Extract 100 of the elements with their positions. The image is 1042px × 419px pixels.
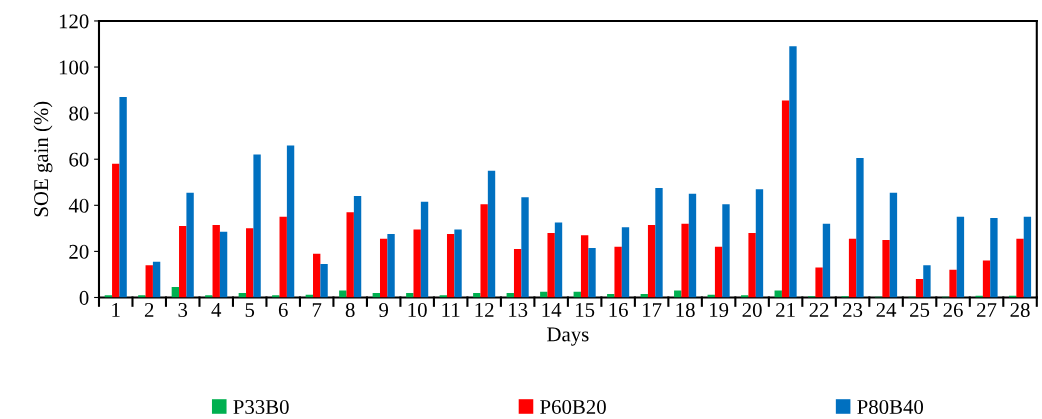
bar xyxy=(580,235,589,298)
x-tick-label: 8 xyxy=(345,302,355,318)
x-tick-label: 20 xyxy=(742,302,762,318)
x-axis-title: Days xyxy=(547,327,589,346)
y-tick-label: 0 xyxy=(79,290,89,305)
bar xyxy=(346,212,354,298)
x-tick-label: 11 xyxy=(442,303,460,317)
x-tick-label: 19 xyxy=(710,303,729,318)
x-tick-label: 7 xyxy=(312,303,322,317)
bar xyxy=(186,192,194,298)
y-tick-label: 20 xyxy=(69,244,89,259)
bar xyxy=(588,247,596,298)
bar xyxy=(413,229,421,298)
bar xyxy=(990,217,998,298)
bar xyxy=(286,145,295,298)
x-tick-label: 10 xyxy=(408,302,427,318)
bar xyxy=(205,295,213,298)
bar xyxy=(246,228,254,298)
legend-label: P33B0 xyxy=(233,399,289,414)
x-tick-label: 22 xyxy=(809,303,829,317)
y-tick-label: 60 xyxy=(69,152,89,167)
x-tick-label: 21 xyxy=(776,303,795,317)
x-tick-label: 2 xyxy=(144,303,154,317)
x-tick-label: 1 xyxy=(112,303,120,317)
bar xyxy=(748,232,756,298)
x-tick-label: 12 xyxy=(475,303,494,317)
x-tick-label: 27 xyxy=(977,303,997,317)
bar xyxy=(1016,238,1024,298)
bar xyxy=(889,192,898,298)
bar xyxy=(119,97,127,298)
bar xyxy=(822,223,831,298)
x-tick-label: 5 xyxy=(245,303,255,318)
bar xyxy=(714,246,723,298)
bar xyxy=(212,224,220,298)
bar xyxy=(179,226,187,298)
bar xyxy=(313,253,321,298)
y-tick-label: 80 xyxy=(69,106,89,121)
bar xyxy=(848,238,857,298)
legend-label: P60B20 xyxy=(540,399,606,414)
bar xyxy=(949,269,957,298)
x-tick-label: 4 xyxy=(211,303,222,317)
x-tick-label: 25 xyxy=(910,303,930,318)
bar xyxy=(487,170,496,298)
bar xyxy=(420,201,429,298)
x-tick-label: 3 xyxy=(178,303,188,318)
bar xyxy=(138,295,146,298)
bar xyxy=(781,100,790,298)
bar xyxy=(145,265,153,298)
y-tick-label: 40 xyxy=(68,198,89,213)
bar xyxy=(454,229,462,298)
x-tick-label: 23 xyxy=(843,303,863,318)
x-tick-label: 28 xyxy=(1010,302,1030,318)
bar xyxy=(688,193,697,298)
bar xyxy=(614,246,622,298)
x-tick-label: 18 xyxy=(676,302,695,318)
bar xyxy=(171,287,180,298)
bar xyxy=(272,295,280,298)
bar xyxy=(112,163,120,298)
bar xyxy=(621,227,630,298)
x-tick-label: 24 xyxy=(876,303,897,317)
bar xyxy=(722,204,730,298)
bar xyxy=(480,204,488,298)
bar xyxy=(253,154,261,298)
bar xyxy=(882,239,890,298)
bar xyxy=(219,231,228,298)
x-tick-label: 14 xyxy=(542,303,562,317)
bar xyxy=(320,264,328,298)
bar xyxy=(982,260,991,298)
y-tick-label: 100 xyxy=(59,60,89,75)
x-tick-label: 13 xyxy=(509,303,528,318)
x-tick-label: 6 xyxy=(278,303,288,318)
bar xyxy=(547,232,555,298)
legend-label: P80B40 xyxy=(857,399,924,414)
bar xyxy=(446,234,455,298)
bar xyxy=(521,197,529,298)
bar xyxy=(923,265,931,298)
bar xyxy=(915,279,924,298)
bar xyxy=(380,238,388,298)
x-tick-label: 26 xyxy=(943,303,963,318)
x-tick-label: 16 xyxy=(609,303,628,318)
bar xyxy=(554,222,563,298)
bar xyxy=(387,234,395,298)
bar xyxy=(681,223,689,298)
bar xyxy=(956,216,965,298)
bar xyxy=(1023,216,1032,298)
bar xyxy=(353,196,362,298)
x-tick-label: 15 xyxy=(576,303,595,318)
bar xyxy=(815,267,823,298)
bar xyxy=(856,158,864,298)
x-tick-label: 17 xyxy=(643,303,662,317)
bar xyxy=(647,224,656,298)
bar xyxy=(513,249,522,298)
bar xyxy=(755,189,764,298)
y-axis-title: SOE gain (%) xyxy=(33,101,53,217)
bar xyxy=(279,216,287,298)
bar xyxy=(789,46,797,298)
x-tick-label: 9 xyxy=(379,303,389,318)
y-tick-label: 120 xyxy=(59,14,89,29)
bar xyxy=(655,188,663,298)
bar xyxy=(339,290,347,298)
